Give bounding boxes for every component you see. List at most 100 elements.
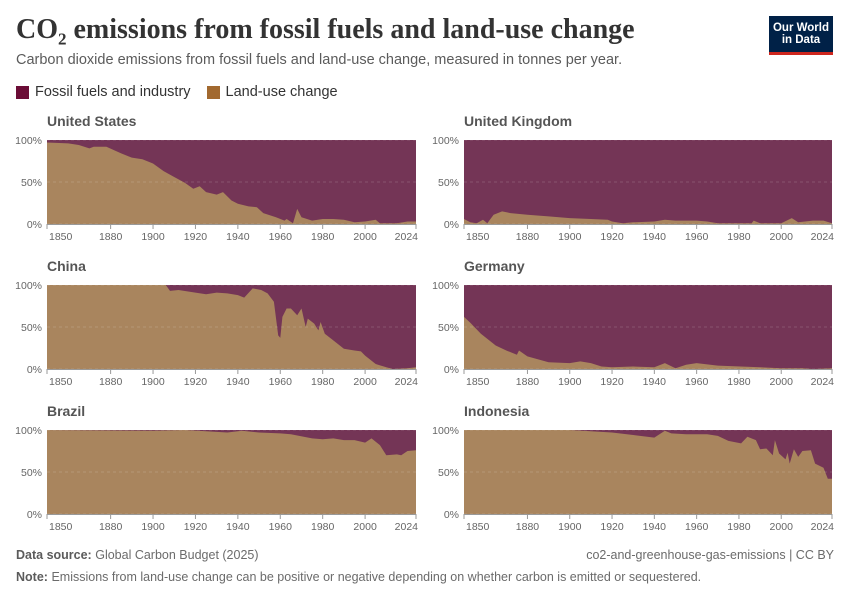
x-tick-label: 2024 bbox=[395, 521, 419, 533]
x-tick-label: 1900 bbox=[558, 376, 582, 388]
panel-title: Indonesia bbox=[464, 403, 530, 419]
y-tick-label: 0% bbox=[27, 219, 42, 231]
legend-item-land-use[interactable]: Land-use change bbox=[206, 84, 338, 100]
panel-title: United Kingdom bbox=[464, 113, 572, 129]
panel-united-states: United States 0% 50% 100% 1850 1880 1900 1920 19… bbox=[15, 113, 418, 243]
x-tick-label: 1880 bbox=[516, 521, 540, 533]
x-tick-label: 1940 bbox=[226, 521, 250, 533]
data-source: Data source: Global Carbon Budget (2025) bbox=[16, 548, 259, 562]
x-tick-label: 1850 bbox=[466, 231, 490, 243]
x-tick-label: 1980 bbox=[311, 521, 335, 533]
legend: Fossil fuels and industry Land-use chang… bbox=[16, 84, 338, 100]
x-tick-label: 1900 bbox=[558, 521, 582, 533]
panel-title: Germany bbox=[464, 258, 525, 274]
x-tick-label: 1960 bbox=[269, 231, 293, 243]
x-tick-label: 1900 bbox=[141, 231, 165, 243]
y-tick-label: 50% bbox=[438, 467, 459, 479]
panel-indonesia: Indonesia 0% 50% 100% 1850 1880 1900 1920 1940 19… bbox=[432, 403, 834, 533]
panel-united-kingdom: United Kingdom 0% 50% 100% 1850 1880 1900 1920 1… bbox=[432, 113, 834, 243]
x-tick-label: 1960 bbox=[685, 231, 709, 243]
x-tick-label: 1880 bbox=[516, 376, 540, 388]
x-tick-label: 1980 bbox=[311, 231, 335, 243]
x-tick-label: 1940 bbox=[643, 231, 667, 243]
x-tick-label: 1920 bbox=[184, 521, 208, 533]
x-tick-label: 1940 bbox=[643, 376, 667, 388]
x-tick-label: 1880 bbox=[99, 376, 123, 388]
x-tick-label: 2024 bbox=[811, 231, 835, 243]
x-tick-label: 2000 bbox=[770, 231, 794, 243]
x-tick-label: 1980 bbox=[727, 376, 751, 388]
x-tick-label: 1850 bbox=[466, 376, 490, 388]
x-tick-label: 1880 bbox=[99, 231, 123, 243]
y-tick-label: 50% bbox=[438, 322, 459, 334]
land-use-change-area bbox=[464, 316, 832, 369]
panel-germany: Germany 0% 50% 100% 1850 1880 1900 1920 1940 1960… bbox=[432, 258, 834, 388]
x-tick-label: 1960 bbox=[269, 376, 293, 388]
y-tick-label: 50% bbox=[438, 177, 459, 189]
x-tick-label: 2024 bbox=[395, 376, 419, 388]
x-tick-label: 1850 bbox=[49, 231, 73, 243]
x-tick-label: 1960 bbox=[269, 521, 293, 533]
x-tick-label: 1980 bbox=[311, 376, 335, 388]
y-tick-label: 100% bbox=[432, 425, 459, 437]
y-tick-label: 100% bbox=[15, 135, 42, 147]
x-tick-label: 1960 bbox=[685, 376, 709, 388]
land-use-change-area bbox=[47, 430, 416, 514]
land-use-change-area bbox=[47, 285, 416, 369]
x-tick-label: 1880 bbox=[99, 521, 123, 533]
legend-swatch bbox=[16, 85, 29, 99]
y-tick-label: 0% bbox=[444, 509, 459, 521]
x-tick-label: 1980 bbox=[727, 231, 751, 243]
x-tick-label: 1850 bbox=[49, 521, 73, 533]
x-tick-label: 1900 bbox=[558, 231, 582, 243]
chart-slug-license[interactable]: co2-and-greenhouse-gas-emissions | CC BY bbox=[586, 548, 834, 562]
y-tick-label: 100% bbox=[15, 425, 42, 437]
x-tick-label: 2024 bbox=[811, 376, 835, 388]
x-tick-label: 1940 bbox=[643, 521, 667, 533]
owid-logo[interactable]: Our World in Data bbox=[769, 16, 833, 55]
panel-china: China 0% 50% 100% 1850 1880 1900 1920 1940 1960 19… bbox=[15, 258, 418, 388]
x-tick-label: 1850 bbox=[49, 376, 73, 388]
x-tick-label: 1920 bbox=[600, 376, 624, 388]
land-use-change-area bbox=[464, 211, 832, 224]
fossil-fuels-area bbox=[464, 140, 832, 224]
x-tick-label: 1940 bbox=[226, 376, 250, 388]
y-tick-label: 50% bbox=[21, 322, 42, 334]
y-tick-label: 0% bbox=[27, 509, 42, 521]
x-tick-label: 2000 bbox=[770, 521, 794, 533]
legend-item-fossil[interactable]: Fossil fuels and industry bbox=[16, 84, 191, 100]
y-tick-label: 50% bbox=[21, 467, 42, 479]
x-tick-label: 1900 bbox=[141, 376, 165, 388]
fossil-fuels-area bbox=[464, 285, 832, 369]
x-tick-label: 2024 bbox=[811, 521, 835, 533]
land-use-change-area bbox=[464, 430, 832, 514]
y-tick-label: 100% bbox=[15, 280, 42, 292]
y-tick-label: 100% bbox=[432, 280, 459, 292]
x-tick-label: 2024 bbox=[395, 231, 419, 243]
y-tick-label: 0% bbox=[444, 219, 459, 231]
x-tick-label: 2000 bbox=[353, 231, 377, 243]
x-tick-label: 1940 bbox=[226, 231, 250, 243]
y-tick-label: 0% bbox=[27, 364, 42, 376]
x-tick-label: 1920 bbox=[600, 521, 624, 533]
x-tick-label: 2000 bbox=[353, 521, 377, 533]
x-tick-label: 1920 bbox=[184, 231, 208, 243]
y-tick-label: 50% bbox=[21, 177, 42, 189]
x-tick-label: 1880 bbox=[516, 231, 540, 243]
x-tick-label: 1980 bbox=[727, 521, 751, 533]
x-tick-label: 1920 bbox=[600, 231, 624, 243]
chart-title: CO2 emissions from fossil fuels and land… bbox=[16, 14, 635, 49]
panel-brazil: Brazil 0% 50% 100% 1850 1880 1900 1920 1940 1960 1… bbox=[15, 403, 418, 533]
x-tick-label: 2000 bbox=[353, 376, 377, 388]
x-tick-label: 1900 bbox=[141, 521, 165, 533]
chart-subtitle: Carbon dioxide emissions from fossil fue… bbox=[16, 52, 623, 68]
y-tick-label: 100% bbox=[432, 135, 459, 147]
y-tick-label: 0% bbox=[444, 364, 459, 376]
x-tick-label: 1960 bbox=[685, 521, 709, 533]
x-tick-label: 2000 bbox=[770, 376, 794, 388]
land-use-change-area bbox=[47, 142, 416, 224]
x-tick-label: 1850 bbox=[466, 521, 490, 533]
panel-title: United States bbox=[47, 113, 137, 129]
panel-title: Brazil bbox=[47, 403, 85, 419]
